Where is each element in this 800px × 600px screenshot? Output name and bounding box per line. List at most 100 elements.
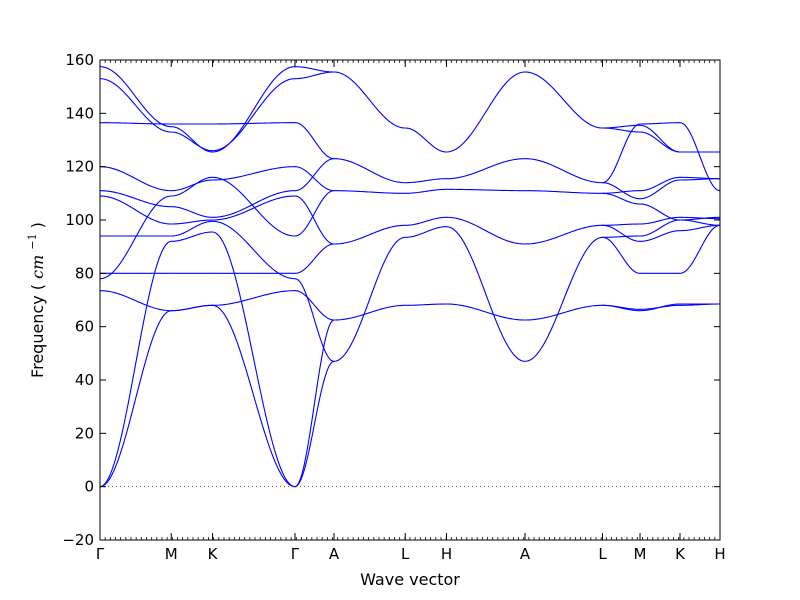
band-line xyxy=(171,176,213,197)
band-line xyxy=(100,166,172,192)
band-line xyxy=(100,66,172,128)
band-line xyxy=(446,216,526,245)
x-tick-label: K xyxy=(675,545,686,563)
band-line xyxy=(294,319,335,488)
x-tick-label: H xyxy=(714,545,725,563)
band-line xyxy=(640,203,681,221)
band-line xyxy=(405,127,447,153)
band-line xyxy=(680,224,720,232)
band-line xyxy=(524,71,603,129)
band-line xyxy=(602,182,641,200)
band-line xyxy=(171,131,213,152)
band-line xyxy=(602,223,641,226)
band-line xyxy=(446,303,526,321)
y-axis-title-main: Frequency xyxy=(28,295,47,378)
x-tick-label: A xyxy=(520,545,531,563)
band-line xyxy=(212,290,295,306)
y-tick-label: 120 xyxy=(65,158,94,176)
x-axis-title: Wave vector xyxy=(360,570,460,589)
band-line xyxy=(640,122,681,125)
band-line xyxy=(602,190,641,194)
x-tick-label: L xyxy=(598,545,607,563)
band-line xyxy=(602,236,641,274)
band-line xyxy=(212,176,296,237)
y-tick-label: 0 xyxy=(84,478,94,496)
x-tick-label: K xyxy=(208,545,219,563)
band-line xyxy=(602,235,641,238)
band-line xyxy=(212,122,295,125)
band-line xyxy=(171,206,213,218)
y-axis-title-paren-close: ) xyxy=(28,222,47,228)
band-line xyxy=(212,190,296,218)
band-line xyxy=(602,224,641,242)
band-line xyxy=(294,158,335,192)
band-line xyxy=(100,190,172,208)
band-line xyxy=(405,226,447,238)
band-line xyxy=(333,71,406,129)
band-line xyxy=(100,290,172,312)
band-line xyxy=(405,303,447,306)
band-line xyxy=(294,195,335,245)
x-tick-label: Γ xyxy=(291,545,300,563)
band-line xyxy=(100,240,172,488)
y-tick-label: 80 xyxy=(75,264,94,282)
y-tick-label: −20 xyxy=(62,531,94,549)
band-line xyxy=(294,122,335,160)
band-line xyxy=(294,190,335,237)
band-line xyxy=(294,71,334,80)
x-tick-label: H xyxy=(441,545,452,563)
band-line xyxy=(680,216,720,221)
band-line xyxy=(100,195,172,280)
band-line xyxy=(100,78,172,133)
band-line xyxy=(333,304,406,321)
band-line xyxy=(333,224,406,245)
band-line xyxy=(446,226,526,362)
band-line xyxy=(294,278,335,362)
band-line xyxy=(212,195,296,221)
band-line xyxy=(525,190,603,194)
band-line xyxy=(640,304,681,310)
y-tick-label: 140 xyxy=(65,104,94,122)
band-line xyxy=(333,236,406,362)
x-tick-label: A xyxy=(329,545,340,563)
band-line xyxy=(680,219,720,226)
band-line xyxy=(212,220,296,280)
y-tick-label: 100 xyxy=(65,211,94,229)
band-line xyxy=(171,219,213,225)
band-line xyxy=(100,122,172,125)
x-tick-label: L xyxy=(401,545,410,563)
x-tick-label: M xyxy=(165,545,178,563)
band-line xyxy=(602,127,641,133)
bands-layer xyxy=(100,66,720,488)
plot-frame xyxy=(99,59,721,541)
band-line xyxy=(212,166,295,181)
band-line xyxy=(212,304,296,488)
band-line xyxy=(602,124,641,129)
band-line xyxy=(171,179,213,192)
band-line xyxy=(525,224,603,245)
band-line xyxy=(639,124,681,153)
band-line xyxy=(212,66,296,153)
band-line xyxy=(294,360,335,488)
band-line xyxy=(679,122,720,192)
y-tick-label: 40 xyxy=(75,371,94,389)
band-line xyxy=(602,304,641,312)
band-line xyxy=(680,303,720,306)
y-tick-label: 60 xyxy=(75,318,94,336)
band-line xyxy=(446,71,526,153)
band-line xyxy=(640,230,681,242)
band-line xyxy=(602,304,641,310)
band-line xyxy=(294,66,334,73)
band-line xyxy=(640,179,681,200)
y-axis-title-unit-exp: −1 xyxy=(26,233,39,249)
band-line xyxy=(405,188,447,194)
y-axis-title-paren-open: ( xyxy=(28,284,47,290)
band-line xyxy=(100,195,172,225)
band-line xyxy=(333,158,406,184)
band-line xyxy=(640,131,681,153)
band-line xyxy=(446,188,526,192)
band-line xyxy=(640,216,681,225)
band-line xyxy=(171,304,213,312)
band-line xyxy=(100,310,172,488)
